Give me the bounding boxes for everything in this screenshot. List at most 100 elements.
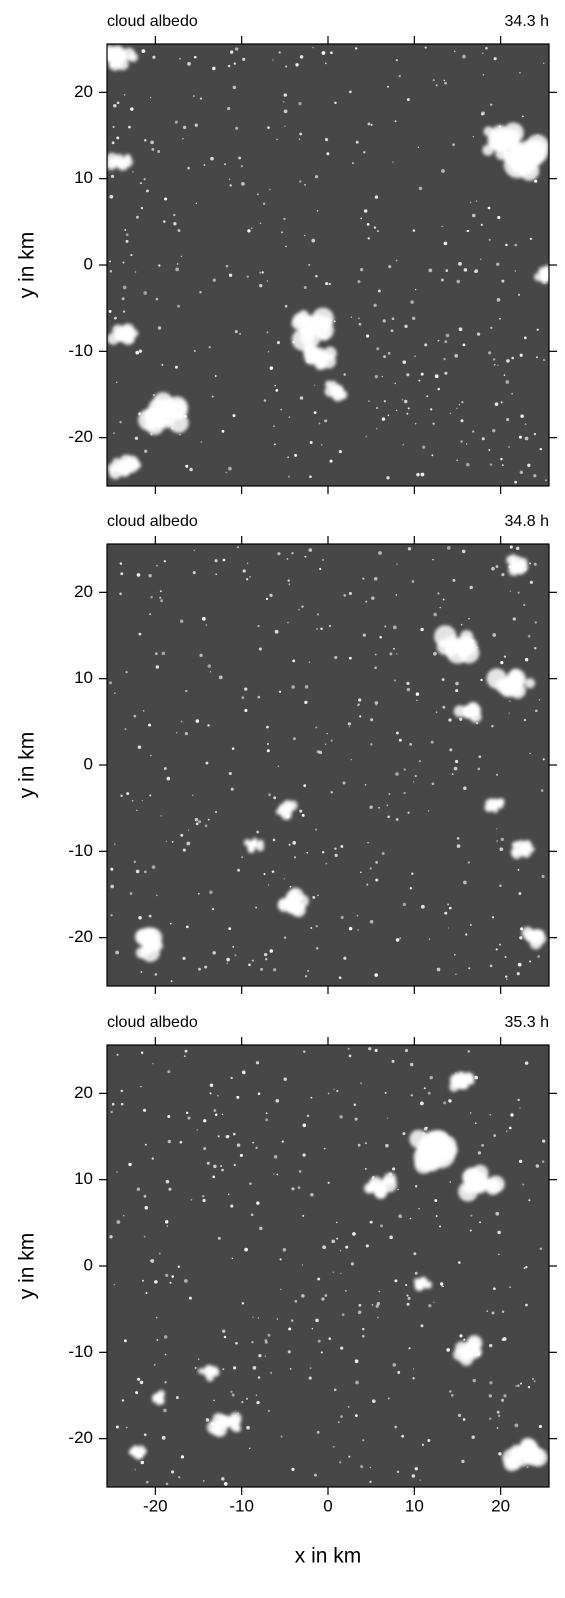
cloud-speck: [441, 169, 445, 173]
cloud-speck: [317, 1277, 321, 1281]
cloud-speck: [205, 761, 209, 765]
cloud-speck: [283, 878, 285, 880]
cloud-speck: [154, 973, 158, 976]
cloud-speck: [417, 473, 420, 476]
cloud-speck: [163, 1408, 167, 1413]
cloud-speck: [414, 355, 416, 357]
cloud-speck: [109, 260, 112, 263]
cloud-speck: [327, 1181, 330, 1184]
cloud-speck: [528, 1199, 531, 1202]
cloud-speck: [443, 79, 446, 82]
cloud-speck: [432, 422, 435, 425]
cloud-speck: [205, 1418, 210, 1422]
cloud-speck: [523, 718, 527, 722]
cloud-speck: [513, 565, 517, 569]
cloud-speck: [529, 960, 532, 963]
cloud-speck: [340, 1415, 343, 1418]
cloud-speck: [432, 558, 434, 561]
cloud-speck: [301, 605, 304, 608]
cloud-speck: [500, 661, 504, 665]
cloud-speck: [543, 62, 545, 65]
cloud-speck: [412, 1377, 415, 1380]
cloud-speck: [428, 1304, 432, 1308]
cloud-speck: [184, 732, 188, 736]
cloud-speck: [285, 245, 287, 248]
cloud-speck: [218, 675, 223, 680]
cloud-speck: [113, 103, 117, 108]
cloud-speck: [200, 441, 203, 443]
cloud-speck: [228, 273, 233, 277]
cloud-speck: [458, 404, 461, 406]
cloud-speck: [360, 1465, 364, 1469]
cloud-speck: [223, 1482, 228, 1486]
cloud-speck: [476, 1352, 481, 1356]
cloud-speck: [526, 1466, 529, 1469]
cloud-speck: [206, 1161, 210, 1165]
cloud-speck: [496, 1410, 500, 1414]
cloud-speck: [213, 1109, 217, 1112]
cloud-speck: [444, 340, 448, 344]
cloud-speck: [444, 911, 448, 915]
cloud-speck: [111, 141, 115, 145]
cloud-speck: [292, 659, 296, 663]
cloud-speck: [542, 1139, 546, 1143]
cloud-speck: [362, 577, 365, 580]
cloud-speck: [358, 317, 360, 320]
cloud-speck: [339, 1250, 342, 1252]
cloud-speck: [373, 226, 377, 229]
cloud-speck: [467, 861, 470, 864]
cloud-speck: [185, 464, 189, 468]
cloud-speck: [369, 867, 372, 870]
cloud-speck: [377, 289, 381, 293]
cloud-speck: [514, 243, 518, 247]
cloud-speck: [465, 933, 468, 936]
cloud-speck: [489, 103, 493, 106]
cloud-speck: [306, 1114, 310, 1118]
cloud-speck: [491, 724, 494, 728]
cloud-speck: [144, 1205, 149, 1210]
cloud-speck: [110, 1110, 113, 1114]
cloud-speck: [524, 658, 529, 662]
cloud-speck: [275, 389, 279, 392]
cloud-speck: [241, 1070, 246, 1075]
cloud: [212, 1412, 225, 1426]
cloud-speck: [522, 1183, 525, 1186]
cloud-speck: [158, 264, 161, 267]
cloud-speck: [383, 400, 386, 403]
cloud: [495, 678, 511, 694]
cloud-speck: [418, 379, 421, 382]
cloud-speck: [309, 1367, 312, 1370]
cloud-speck: [456, 279, 461, 284]
cloud-speck: [307, 969, 310, 973]
cloud-speck: [311, 1328, 314, 1330]
cloud-speck: [422, 1132, 425, 1135]
cloud-speck: [215, 573, 217, 576]
cloud-speck: [536, 328, 539, 331]
cloud-speck: [203, 164, 206, 166]
cloud-speck: [458, 327, 463, 332]
cloud-speck: [466, 462, 470, 467]
cloud-speck: [187, 166, 190, 170]
cloud-speck: [481, 1143, 485, 1147]
cloud-speck: [266, 725, 269, 729]
cloud: [283, 804, 293, 815]
cloud-speck: [148, 574, 152, 578]
cloud-speck: [535, 1164, 540, 1168]
cloud-speck: [545, 479, 547, 482]
cloud-speck: [229, 184, 232, 187]
cloud-speck: [239, 1153, 243, 1157]
cloud: [207, 1364, 213, 1371]
cloud-speck: [267, 742, 269, 745]
cloud-speck: [515, 1385, 517, 1387]
cloud-speck: [519, 71, 521, 74]
cloud-speck: [533, 562, 537, 566]
cloud-speck: [461, 401, 464, 404]
cloud-speck: [230, 50, 234, 54]
cloud-speck: [199, 653, 203, 657]
cloud-speck: [292, 340, 295, 344]
cloud-speck: [339, 1115, 343, 1119]
cloud-speck: [518, 435, 523, 439]
cloud-speck: [506, 418, 510, 422]
cloud-speck: [166, 776, 171, 781]
cloud-speck: [144, 449, 148, 453]
